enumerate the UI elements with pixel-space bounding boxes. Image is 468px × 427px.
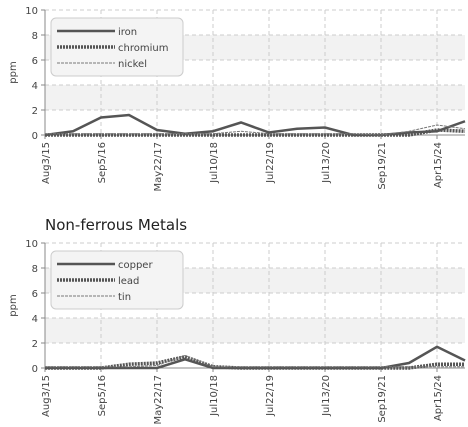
y-tick-label: 4 xyxy=(32,314,38,325)
x-tick-label: May22/17 xyxy=(153,142,164,192)
legend-label: nickel xyxy=(118,59,147,70)
x-tick-label: May22/17 xyxy=(153,375,164,425)
y-tick-label: 6 xyxy=(32,56,38,67)
y-tick-label: 8 xyxy=(32,264,38,275)
x-tick-label: Jul10/18 xyxy=(209,375,220,417)
x-tick-label: Sep19/21 xyxy=(377,375,388,423)
x-tick-label: Sep19/21 xyxy=(377,142,388,190)
legend-label: iron xyxy=(118,27,137,38)
series-line xyxy=(45,124,466,136)
y-tick-label: 2 xyxy=(32,106,38,117)
y-tick-label: 4 xyxy=(32,81,38,92)
legend-box xyxy=(50,17,184,77)
x-tick-label: Jul22/19 xyxy=(265,375,276,417)
series-line xyxy=(45,354,465,368)
x-tick-label: Jul13/20 xyxy=(321,142,332,184)
chart-title: Non-ferrous Metals xyxy=(45,216,187,234)
y-axis-label: ppm xyxy=(8,294,19,316)
series-line xyxy=(45,345,466,370)
x-tick-label: Jul22/19 xyxy=(265,142,276,184)
x-tick-label: Aug3/15 xyxy=(41,375,52,417)
y-tick-label: 10 xyxy=(25,239,38,250)
plot-band xyxy=(45,318,465,343)
legend-box xyxy=(50,250,184,310)
x-tick-label: Apr15/24 xyxy=(433,142,444,188)
series-line xyxy=(45,128,466,137)
x-tick-label: Sep5/16 xyxy=(97,375,108,416)
y-tick-label: 2 xyxy=(32,339,38,350)
x-tick-label: Jul10/18 xyxy=(209,142,220,184)
x-tick-label: Jul13/20 xyxy=(321,375,332,417)
series-line xyxy=(45,354,465,370)
legend-label: lead xyxy=(118,276,139,287)
legend-label: chromium xyxy=(118,43,168,54)
plot-band xyxy=(45,85,465,110)
y-tick-label: 0 xyxy=(32,364,38,375)
legend-label: tin xyxy=(118,292,131,303)
y-tick-label: 10 xyxy=(25,6,38,17)
x-tick-label: Apr15/24 xyxy=(433,375,444,421)
y-tick-label: 0 xyxy=(32,131,38,142)
y-tick-label: 8 xyxy=(32,31,38,42)
y-axis-label: ppm xyxy=(8,61,19,83)
y-tick-label: 6 xyxy=(32,289,38,300)
x-tick-label: Aug3/15 xyxy=(41,142,52,184)
x-tick-label: Sep5/16 xyxy=(97,142,108,183)
legend-label: copper xyxy=(118,260,153,271)
